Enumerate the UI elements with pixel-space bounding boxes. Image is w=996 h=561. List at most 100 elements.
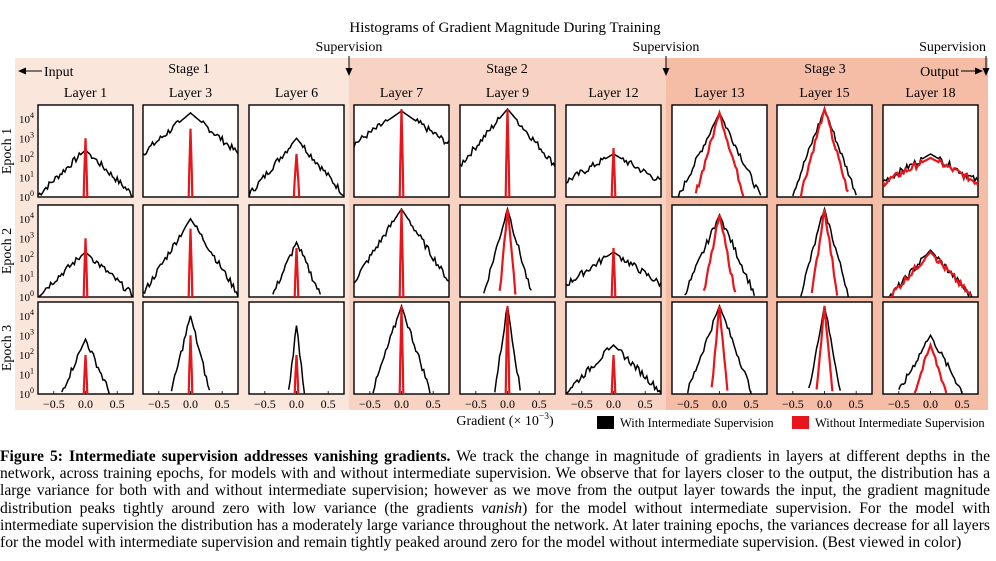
layer-label: Layer 9 [486, 86, 529, 101]
x-tick-label: −0.5 [148, 397, 170, 411]
y-tick-label: 100 [19, 386, 34, 401]
x-tick-label: 0.5 [321, 397, 336, 411]
x-tick-label: 0.5 [744, 397, 759, 411]
x-tick-label: 0.0 [183, 397, 198, 411]
without-supervision-curve [883, 156, 978, 188]
supervision-arrow-2 [662, 56, 670, 76]
without-supervision-curve [610, 148, 617, 197]
without-supervision-curve [610, 248, 617, 297]
y-tick-label: 103 [19, 130, 34, 145]
without-supervision-curve [187, 335, 194, 394]
supervision-label-1: Supervision [316, 40, 383, 55]
legend-swatch-with [597, 416, 614, 429]
histogram-panel [248, 301, 345, 395]
y-tick-label: 103 [19, 327, 34, 342]
x-tick-label: 0.0 [394, 397, 409, 411]
input-label: Input [44, 65, 74, 80]
y-tick-label: 102 [19, 347, 34, 362]
without-supervision-curve [694, 109, 745, 197]
without-supervision-curve [293, 248, 300, 297]
y-tick-label: 102 [19, 150, 34, 165]
y-tick-label: 104 [19, 211, 34, 226]
y-tick-label: 104 [19, 308, 34, 323]
with-supervision-curve [566, 344, 661, 394]
without-supervision-curve [913, 341, 948, 394]
x-axis-label: Gradient (× 10−3) [456, 412, 554, 429]
legend-swatch-without [792, 416, 809, 429]
without-supervision-curve [398, 108, 405, 197]
stage-label-2: Stage 2 [486, 62, 528, 77]
histogram-panel [882, 104, 979, 198]
without-supervision-curve [815, 305, 834, 392]
x-tick-label: 0.0 [289, 397, 304, 411]
epoch-labels: Epoch 1 Epoch 2 Epoch 3 [0, 128, 15, 371]
x-axis-ticks: −0.5 0.0 0.5 −0.5 0.0 0.5 −0.5 0.0 0.5 −0.5 0.0 0.5… [43, 391, 970, 411]
figure-caption: Figure 5: Intermediate supervision addre… [0, 448, 990, 551]
y-tick-label: 100 [19, 189, 34, 204]
histogram-panel [776, 204, 873, 298]
layer-label: Layer 1 [64, 86, 107, 101]
y-tick-label: 100 [19, 289, 34, 304]
without-supervision-curve [82, 138, 89, 197]
x-tick-label: 0.0 [712, 397, 727, 411]
y-tick-label: 102 [19, 250, 34, 265]
with-supervision-curve [287, 325, 306, 394]
caption-vanish: vanish [481, 499, 523, 517]
x-tick-label: −0.5 [571, 397, 593, 411]
epoch-label: Epoch 3 [0, 325, 15, 371]
legend-label-with: With Intermediate Supervision [620, 416, 774, 430]
without-supervision-curve [82, 238, 89, 297]
without-supervision-curve [889, 250, 973, 297]
supervision-arrow-1 [345, 56, 353, 76]
x-tick-label: 0.0 [817, 397, 832, 411]
x-tick-label: 0.5 [849, 397, 864, 411]
histogram-panel [671, 104, 768, 198]
with-supervision-curve [249, 137, 344, 197]
caption-title: Intermediate supervision addresses vanis… [69, 448, 451, 465]
x-tick-label: 0.5 [110, 397, 125, 411]
without-supervision-curve [292, 153, 301, 197]
x-tick-label: 0.0 [606, 397, 621, 411]
layer-label: Layer 13 [694, 86, 744, 101]
with-supervision-curve [272, 240, 322, 295]
without-supervision-curve [810, 208, 839, 296]
x-tick-label: −0.5 [465, 397, 487, 411]
without-supervision-curve [610, 354, 617, 394]
legend-label-without: Without Intermediate Supervision [815, 416, 985, 430]
without-supervision-curve [82, 354, 89, 394]
supervision-arrow-3 [982, 56, 990, 76]
with-supervision-curve [143, 111, 238, 156]
without-supervision-curve [187, 228, 194, 297]
histogram-panel [37, 301, 134, 395]
y-tick-label: 104 [19, 111, 34, 126]
without-supervision-curve [702, 214, 737, 293]
without-supervision-curve [498, 208, 517, 295]
layer-label: Layer 6 [275, 86, 318, 101]
x-tick-label: 0.5 [215, 397, 230, 411]
x-tick-label: 0.5 [426, 397, 441, 411]
legend: With Intermediate Supervision Without In… [597, 416, 985, 430]
x-tick-label: −0.5 [677, 397, 699, 411]
layer-label: Layer 18 [905, 86, 955, 101]
x-tick-label: 0.5 [638, 397, 653, 411]
with-supervision-curve [170, 315, 211, 392]
x-tick-label: 0.5 [955, 397, 970, 411]
without-supervision-curve [710, 305, 729, 391]
histogram-panel [248, 104, 345, 198]
layer-label: Layer 3 [169, 86, 212, 101]
caption-body-2: ) for the model without intermediate sup… [0, 499, 990, 552]
without-supervision-curve [187, 128, 194, 197]
caption-body-1: We track the change in magnitude of grad… [0, 448, 990, 517]
epoch-label: Epoch 2 [0, 228, 15, 274]
y-axis-ticks: 104 103 102 101 100 104 103 102 101 100 104 103 102 1… [19, 111, 41, 401]
x-tick-label: 0.0 [500, 397, 515, 411]
without-supervision-curve [504, 108, 511, 197]
x-tick-label: 0.5 [532, 397, 547, 411]
x-tick-label: 0.0 [923, 397, 938, 411]
without-supervision-curve [293, 354, 300, 394]
x-tick-label: 0.0 [78, 397, 93, 411]
x-tick-label: −0.5 [359, 397, 381, 411]
x-tick-label: −0.5 [782, 397, 804, 411]
layer-label: Layer 12 [588, 86, 638, 101]
stage-label-1: Stage 1 [168, 62, 210, 77]
